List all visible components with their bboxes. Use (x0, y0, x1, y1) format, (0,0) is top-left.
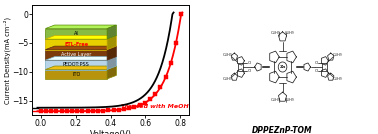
Bar (238, 63, 243, 71)
Y-axis label: Current Density(mA cm⁻²): Current Density(mA cm⁻²) (3, 17, 11, 104)
Text: O: O (314, 69, 318, 73)
Text: O: O (314, 61, 318, 65)
Text: $\mathsf{C_4H_9}$: $\mathsf{C_4H_9}$ (270, 97, 281, 104)
X-axis label: Voltage(V): Voltage(V) (90, 130, 132, 134)
Bar (322, 63, 327, 71)
Text: Zn: Zn (279, 65, 286, 69)
Text: DPPEZnP-TOM: DPPEZnP-TOM (252, 126, 313, 134)
Text: O: O (248, 61, 251, 65)
Text: $\mathsf{C_4H_9}$: $\mathsf{C_4H_9}$ (284, 97, 295, 104)
Text: $\mathsf{C_4H_9}$: $\mathsf{C_4H_9}$ (284, 30, 295, 37)
Text: $\mathsf{C_4H_9}$: $\mathsf{C_4H_9}$ (270, 30, 281, 37)
Text: $\mathsf{C_4H_9}$: $\mathsf{C_4H_9}$ (222, 51, 233, 59)
Text: Treated with MeOH: Treated with MeOH (121, 104, 189, 109)
Text: $\mathsf{C_4H_9}$: $\mathsf{C_4H_9}$ (332, 51, 344, 59)
Text: O: O (248, 69, 251, 73)
Text: $\mathsf{C_4H_9}$: $\mathsf{C_4H_9}$ (332, 75, 344, 83)
Text: $\mathsf{C_4H_9}$: $\mathsf{C_4H_9}$ (222, 75, 233, 83)
